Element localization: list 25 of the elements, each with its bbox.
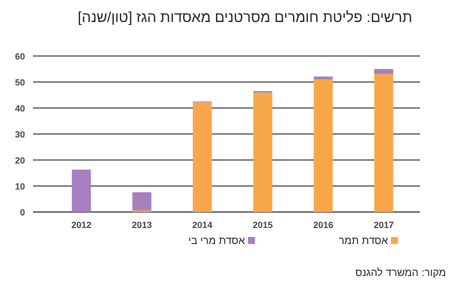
x-tick-label: 2016	[313, 220, 334, 230]
bar	[253, 92, 272, 212]
bar	[314, 79, 333, 212]
y-tick-label: 0	[20, 208, 25, 218]
bar	[192, 102, 212, 212]
y-tick-label: 50	[14, 78, 25, 88]
x-tick-label: 2015	[252, 220, 273, 230]
y-tick-label: 20	[14, 156, 25, 166]
x-tick-label: 2012	[71, 220, 92, 230]
y-tick-label: 10	[14, 182, 25, 192]
x-tick-label: 2014	[192, 220, 212, 230]
legend-label: אסדת תמר	[338, 235, 388, 247]
bar	[314, 76, 333, 80]
y-tick-label: 30	[14, 130, 25, 140]
y-tick-label: 60	[14, 52, 25, 62]
x-tick-label: 2013	[132, 220, 152, 230]
bar	[374, 69, 394, 74]
legend-label: אסדת מרי בי	[188, 235, 246, 247]
y-tick-label: 40	[14, 104, 25, 114]
bar	[132, 192, 152, 210]
bar	[374, 74, 394, 212]
bar	[72, 170, 91, 212]
text: מקור: המשרד להגנס	[355, 267, 446, 279]
x-tick-label: 2017	[374, 220, 394, 230]
chart-title: תרשים: פליטת חומרים מסרטנים מאסדות הגז [טון/שנה]	[78, 10, 412, 26]
